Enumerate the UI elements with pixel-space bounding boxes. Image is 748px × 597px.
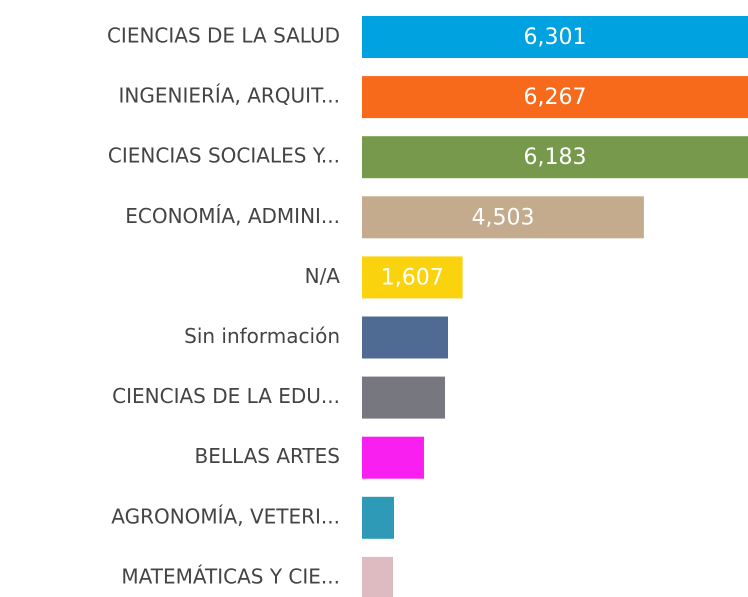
category-label: ECONOMÍA, ADMINI... xyxy=(125,204,340,228)
bar xyxy=(362,76,748,119)
value-label: 6,267 xyxy=(524,85,587,110)
category-label: MATEMÁTICAS Y CIE... xyxy=(121,564,340,588)
bar xyxy=(362,436,424,479)
category-label: INGENIERÍA, ARQUIT... xyxy=(119,84,340,108)
value-label: 6,183 xyxy=(524,145,587,170)
value-label: 6,301 xyxy=(524,25,587,50)
bar xyxy=(362,196,644,239)
bar xyxy=(362,16,748,58)
bar xyxy=(362,376,446,419)
bar xyxy=(362,316,449,359)
bar xyxy=(362,136,748,179)
category-label: Sin información xyxy=(184,324,340,348)
bar xyxy=(362,556,393,597)
value-label: 1,607 xyxy=(381,265,444,290)
category-label: BELLAS ARTES xyxy=(194,444,340,468)
category-label: CIENCIAS DE LA EDU... xyxy=(112,384,340,408)
bar xyxy=(362,496,394,539)
bar xyxy=(362,256,463,299)
category-label: CIENCIAS SOCIALES Y... xyxy=(108,144,340,168)
category-label: CIENCIAS DE LA SALUD xyxy=(107,24,340,48)
category-label: N/A xyxy=(305,264,341,288)
category-label: AGRONOMÍA, VETERI... xyxy=(111,504,340,528)
value-label: 4,503 xyxy=(471,205,534,230)
